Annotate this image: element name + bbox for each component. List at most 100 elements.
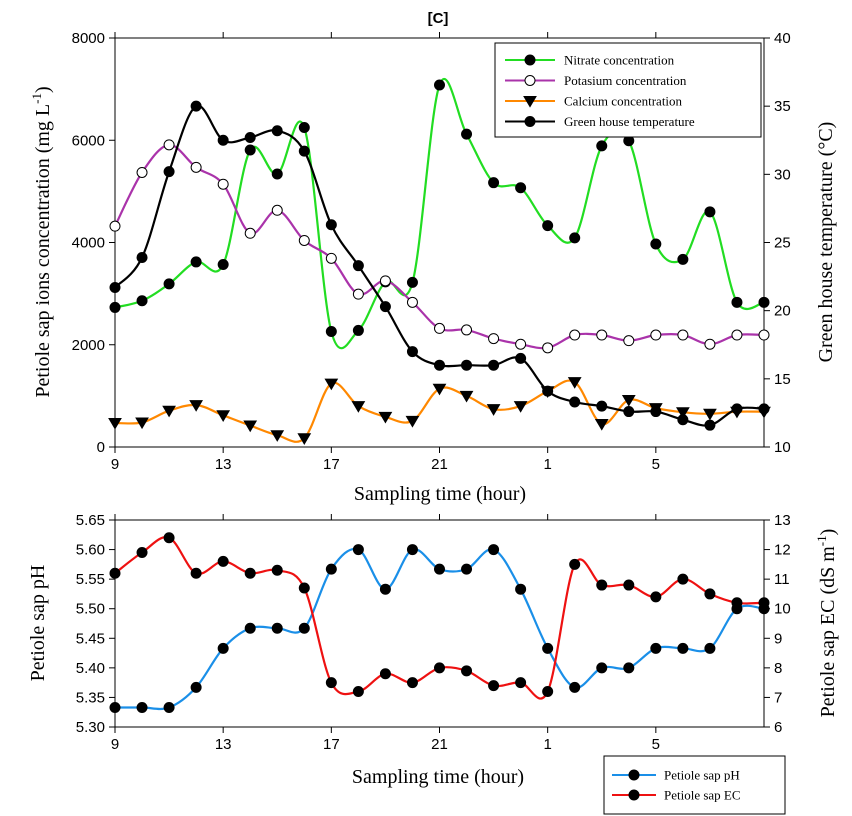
top-point-potasium-concentration <box>136 166 148 178</box>
top-point-calcium-concentration <box>486 404 501 416</box>
bottom-x-tick-label: 1 <box>543 736 551 753</box>
top-point-calcium-concentration <box>108 417 122 430</box>
bottom-point-petiole-sap-ec <box>271 564 283 576</box>
top-point-calcium-concentration <box>243 420 258 433</box>
top-point-nitrate-concentration <box>569 232 581 244</box>
top-point-nitrate-concentration <box>650 238 662 250</box>
bottom-y-left-tick-label: 5.55 <box>76 571 105 588</box>
top-point-green-house-temperature <box>109 281 121 293</box>
top-point-calcium-concentration <box>189 400 203 412</box>
bottom-x-tick-label: 5 <box>652 736 660 753</box>
top-point-potasium-concentration <box>109 220 121 232</box>
bottom-y-left-tick-label: 5.30 <box>76 719 105 736</box>
top-point-green-house-temperature <box>515 352 527 364</box>
top-point-nitrate-concentration <box>406 276 418 288</box>
top-point-green-house-temperature <box>596 400 608 412</box>
top-point-potasium-concentration <box>434 322 445 334</box>
bottom-point-petiole-sap-ec <box>704 588 716 600</box>
bottom-point-petiole-sap-ec <box>379 668 391 680</box>
top-legend-marker-green-house-temperature <box>524 116 536 127</box>
top-legend-marker-nitrate-concentration <box>524 54 536 66</box>
top-point-calcium-concentration <box>324 378 339 391</box>
top-point-potasium-concentration <box>596 329 608 341</box>
top-legend-marker-calcium-concentration <box>523 96 537 108</box>
bottom-x-axis-label: Sampling time (hour) <box>352 766 524 788</box>
bottom-point-petiole-sap-ph <box>677 642 689 654</box>
top-point-potasium-concentration <box>731 329 743 341</box>
bottom-point-petiole-sap-ph <box>623 662 635 674</box>
top-point-potasium-concentration <box>515 338 527 350</box>
bottom-y-right-tick-label: 13 <box>774 512 791 529</box>
top-point-potasium-concentration <box>217 178 229 190</box>
bottom-y-left-tick-label: 5.45 <box>76 630 105 647</box>
top-point-calcium-concentration <box>459 390 474 403</box>
bottom-legend-marker-petiole-sap-ph <box>628 769 640 781</box>
bottom-point-petiole-sap-ec <box>352 686 364 698</box>
bottom-point-petiole-sap-ph <box>190 681 202 693</box>
top-point-green-house-temperature <box>623 406 635 418</box>
bottom-y-axis-right-label: Petiole sap EC (dS m-1) <box>814 529 839 718</box>
top-point-green-house-temperature <box>406 346 418 358</box>
top-point-nitrate-concentration <box>434 79 445 91</box>
top-point-calcium-concentration <box>594 418 609 431</box>
top-point-potasium-concentration <box>406 296 418 308</box>
top-y-left-tick-label: 4000 <box>72 235 105 252</box>
top-point-green-house-temperature <box>461 359 473 371</box>
bottom-point-petiole-sap-ec <box>217 555 229 567</box>
top-point-nitrate-concentration <box>704 206 716 218</box>
bottom-point-petiole-sap-ph <box>461 563 473 575</box>
top-point-green-house-temperature <box>677 414 689 426</box>
top-legend-label-green-house-temperature: Green house temperature <box>564 114 695 129</box>
top-x-tick-label: 21 <box>431 456 448 473</box>
bottom-y-left-tick-label: 5.40 <box>76 660 105 677</box>
top-y-left-tick-label: 8000 <box>72 30 105 47</box>
bottom-point-petiole-sap-ec <box>488 680 500 692</box>
top-point-potasium-concentration <box>190 161 202 173</box>
top-point-calcium-concentration <box>378 411 393 424</box>
bottom-point-petiole-sap-ph <box>569 681 581 693</box>
top-y-right-tick-label: 20 <box>774 303 791 320</box>
top-point-potasium-concentration <box>677 329 689 341</box>
bottom-point-petiole-sap-ph <box>488 544 500 556</box>
top-point-calcium-concentration <box>567 377 582 389</box>
bottom-x-tick-label: 17 <box>323 736 340 753</box>
top-x-tick-label: 1 <box>543 456 551 473</box>
top-point-nitrate-concentration <box>217 258 229 270</box>
top-point-nitrate-concentration <box>109 301 121 313</box>
top-point-potasium-concentration <box>569 329 581 341</box>
bottom-legend-marker-petiole-sap-ec <box>628 789 640 801</box>
top-y-axis-right-label: Green house temperature (°C) <box>815 122 837 363</box>
bottom-point-petiole-sap-ph <box>217 642 229 654</box>
top-point-green-house-temperature <box>136 251 148 263</box>
top-point-nitrate-concentration <box>596 140 608 152</box>
top-y-right-tick-label: 30 <box>774 166 791 183</box>
bottom-y-right-tick-label: 12 <box>774 542 791 559</box>
top-point-calcium-concentration <box>432 383 447 396</box>
top-point-potasium-concentration <box>352 288 364 300</box>
bottom-point-petiole-sap-ph <box>434 563 445 575</box>
top-point-nitrate-concentration <box>325 325 337 337</box>
top-point-green-house-temperature <box>217 134 229 146</box>
top-point-green-house-temperature <box>190 100 202 112</box>
top-y-right-tick-label: 35 <box>774 98 791 115</box>
top-point-green-house-temperature <box>271 125 283 137</box>
top-point-calcium-concentration <box>351 401 366 413</box>
bottom-point-petiole-sap-ec <box>244 567 256 579</box>
top-point-green-house-temperature <box>434 359 445 371</box>
top-point-calcium-concentration <box>703 408 717 421</box>
top-point-nitrate-concentration <box>758 296 770 308</box>
bottom-point-petiole-sap-ec <box>434 662 445 674</box>
bottom-point-petiole-sap-ec <box>406 677 418 689</box>
top-point-potasium-concentration <box>298 234 310 246</box>
top-legend-label-potasium-concentration: Potasium concentration <box>564 73 687 88</box>
bottom-plot-frame <box>114 519 765 728</box>
top-y-right-tick-label: 25 <box>774 235 791 252</box>
top-x-axis-label: Sampling time (hour) <box>354 483 526 505</box>
bottom-point-petiole-sap-ph <box>298 622 310 634</box>
top-y-left-tick-label: 0 <box>97 439 105 456</box>
chart-title: [C] <box>428 10 449 27</box>
bottom-point-petiole-sap-ec <box>623 579 635 591</box>
top-point-green-house-temperature <box>488 359 500 371</box>
bottom-y-right-tick-label: 6 <box>774 719 782 736</box>
